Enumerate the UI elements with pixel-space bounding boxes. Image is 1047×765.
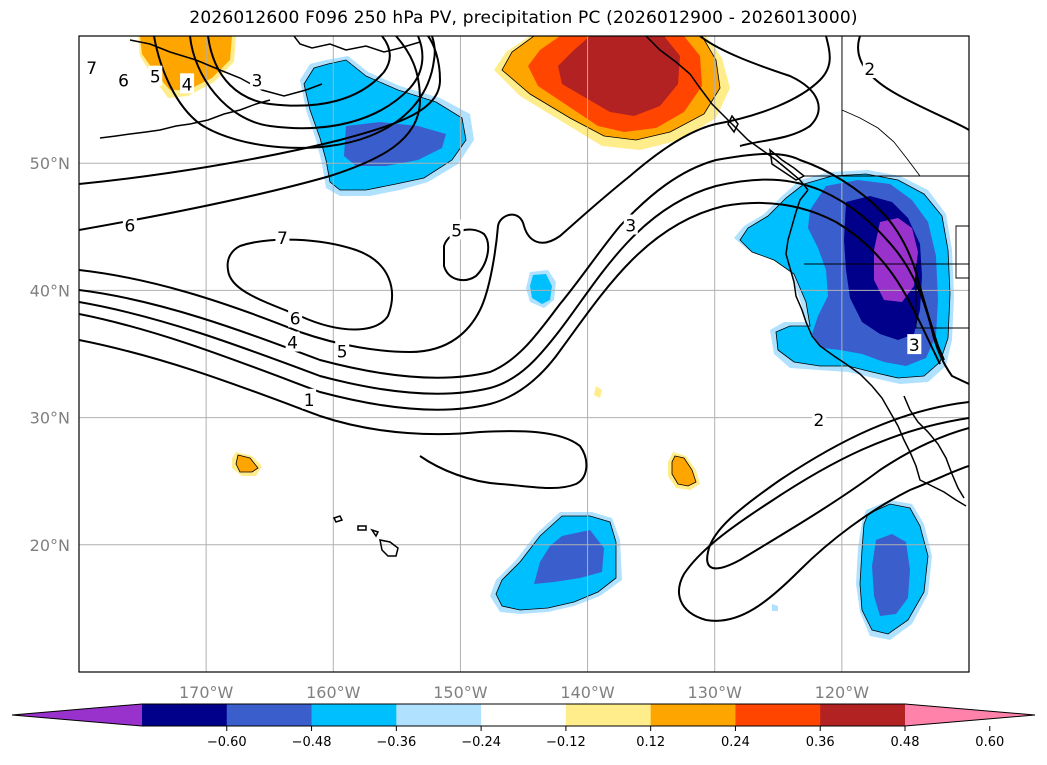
contour-label-bg bbox=[180, 73, 195, 94]
contour-label-bg bbox=[811, 409, 826, 430]
map-border bbox=[78, 35, 970, 673]
contour-label-bg bbox=[148, 65, 163, 86]
lon-tick-label: 120°W bbox=[815, 683, 870, 702]
colorbar-segment bbox=[735, 704, 821, 726]
colorbar-segment bbox=[820, 704, 906, 726]
precip-fill-negative bbox=[300, 56, 954, 640]
contour-label: 6 bbox=[118, 72, 129, 92]
lon-tick-label: 130°W bbox=[688, 683, 743, 702]
map-title: 2026012600 F096 250 hPa PV, precipitatio… bbox=[189, 8, 858, 28]
contour-label-bg bbox=[116, 69, 131, 90]
colorbar-segment bbox=[481, 704, 567, 726]
lon-tick-label: 140°W bbox=[560, 683, 615, 702]
lat-tick-label: 30°N bbox=[30, 409, 70, 428]
colorbar-extend-high bbox=[905, 704, 1035, 726]
colorbar-tick-label: 0.48 bbox=[891, 735, 920, 750]
colorbar-tick-label: −0.12 bbox=[546, 735, 586, 750]
lon-tick-label: 160°W bbox=[306, 683, 361, 702]
contour-label-bg bbox=[302, 388, 317, 409]
colorbar-segment bbox=[226, 704, 313, 726]
axis-labels: 170°W 160°W 150°W 140°W 130°W 120°W 50°N 40°N 30… bbox=[30, 154, 870, 702]
contour-label-bg bbox=[84, 56, 99, 77]
contour-label-bg bbox=[335, 340, 350, 361]
contour-label: 5 bbox=[337, 342, 348, 362]
colorbar: −0.60 −0.48 −0.36 −0.24 −0.12 0.12 0.24 0.36 0.4… bbox=[11, 703, 1036, 750]
contour-label: 7 bbox=[277, 229, 288, 249]
contour-label-bg bbox=[862, 58, 877, 79]
contour-label: 5 bbox=[451, 222, 462, 242]
colorbar-outline bbox=[11, 703, 1036, 727]
colorbar-tick-label: 0.12 bbox=[636, 735, 665, 750]
contour-label: 4 bbox=[182, 75, 193, 95]
contour-label: 6 bbox=[290, 309, 301, 329]
colorbar-extend-low bbox=[12, 704, 142, 726]
colorbar-tick-label: −0.48 bbox=[292, 735, 332, 750]
map-panel: 7 6 5 4 3 2 6 7 5 3 6 4 5 1 2 3 bbox=[79, 36, 969, 672]
colorbar-segment bbox=[650, 704, 736, 726]
contour-label: 2 bbox=[864, 60, 875, 80]
lon-tick-label: 150°W bbox=[433, 683, 488, 702]
pv-contours bbox=[79, 36, 969, 622]
contour-label-bg bbox=[122, 214, 137, 235]
colorbar-tick-label: −0.36 bbox=[376, 735, 416, 750]
contour-label-bg bbox=[250, 69, 264, 90]
precip-fill-positive bbox=[138, 36, 730, 490]
contour-label: 3 bbox=[625, 217, 636, 237]
contour-label: 2 bbox=[814, 411, 825, 431]
colorbar-tick-label: 0.36 bbox=[806, 735, 835, 750]
colorbar-segment bbox=[142, 704, 228, 726]
contour-labels: 7 6 5 4 3 2 6 7 5 3 6 4 5 1 2 3 bbox=[84, 56, 922, 431]
contour-label-bg bbox=[288, 307, 303, 328]
colorbar-tick-label: −0.60 bbox=[207, 735, 247, 750]
contour-label-bg bbox=[623, 214, 638, 235]
contour-label: 1 bbox=[304, 391, 315, 411]
colorbar-tick-label: 0.24 bbox=[721, 735, 750, 750]
colorbar-tick-label: −0.24 bbox=[461, 735, 501, 750]
contour-label-bg bbox=[449, 219, 464, 240]
contour-label: 4 bbox=[287, 334, 298, 354]
lat-tick-label: 40°N bbox=[30, 281, 70, 300]
colorbar-segment bbox=[311, 704, 397, 726]
contour-label: 5 bbox=[150, 68, 161, 88]
colorbar-segment bbox=[565, 704, 652, 726]
lat-tick-label: 20°N bbox=[30, 536, 70, 555]
contour-label: 3 bbox=[909, 336, 920, 356]
contour-label: 6 bbox=[124, 217, 135, 237]
precip-outlines bbox=[235, 36, 951, 635]
lat-tick-label: 50°N bbox=[30, 154, 70, 173]
contour-label: 3 bbox=[252, 72, 263, 92]
colorbar-tick-label: 0.60 bbox=[975, 735, 1004, 750]
political-borders bbox=[804, 36, 969, 329]
contour-label-bg bbox=[285, 331, 300, 352]
colorbar-segment bbox=[396, 704, 482, 726]
contour-label-bg bbox=[275, 227, 290, 248]
contour-label-bg bbox=[907, 334, 922, 355]
lon-tick-label: 170°W bbox=[179, 683, 234, 702]
contour-label: 7 bbox=[86, 59, 97, 79]
